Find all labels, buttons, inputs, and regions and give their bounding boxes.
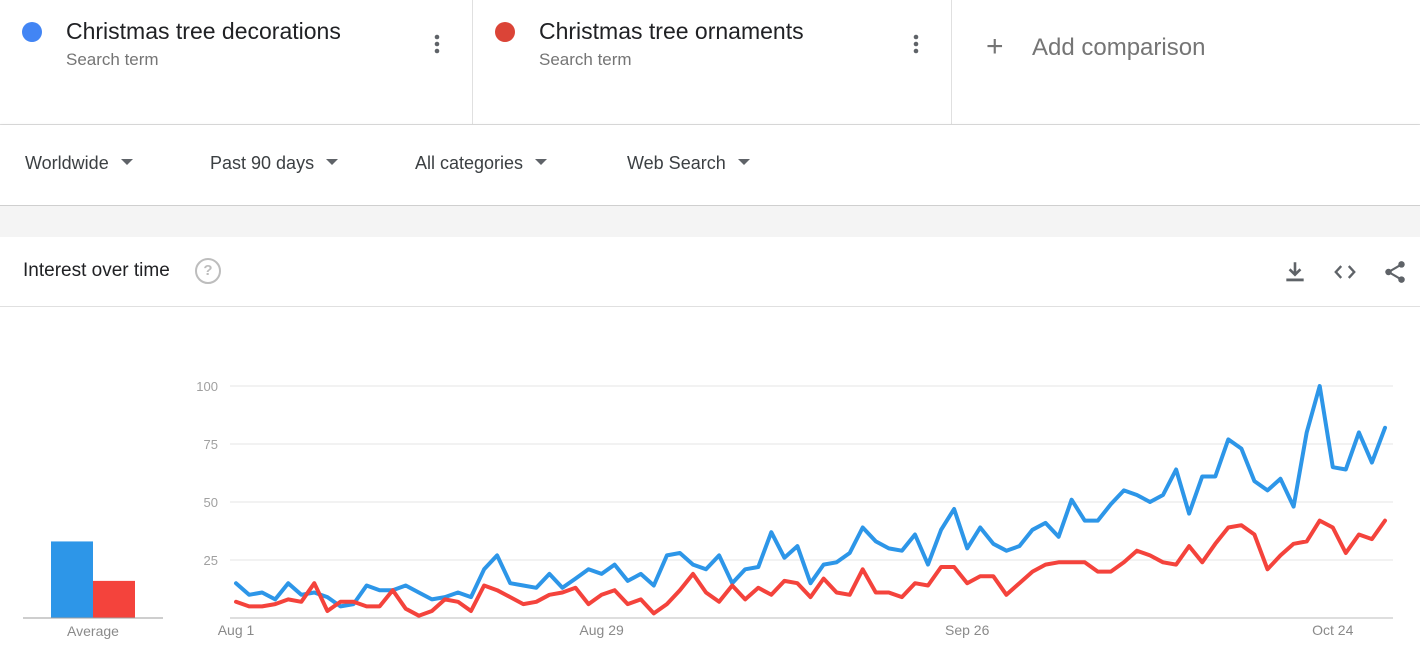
average-label: Average: [67, 623, 119, 639]
section-divider: [0, 206, 1420, 237]
category-dropdown[interactable]: All categories: [415, 153, 548, 174]
series-color-dot: [495, 22, 515, 42]
time-range-value: Past 90 days: [210, 153, 315, 173]
help-icon[interactable]: ?: [195, 258, 221, 284]
add-comparison-button[interactable]: + Add comparison: [952, 0, 1420, 124]
x-tick-label: Aug 1: [218, 622, 255, 638]
x-tick-label: Oct 24: [1312, 622, 1353, 638]
interest-over-time-header: Interest over time ?: [0, 237, 1420, 307]
term-card-decorations[interactable]: Christmas tree decorations Search term: [0, 0, 473, 124]
term-name[interactable]: Christmas tree decorations: [66, 18, 341, 44]
y-tick-label: 25: [204, 553, 218, 568]
search-property-dropdown[interactable]: Web Search: [627, 153, 750, 174]
series-color-dot: [22, 22, 42, 42]
series-line: [234, 384, 1387, 609]
dropdown-arrow-icon: [737, 159, 750, 166]
search-property-value: Web Search: [627, 153, 726, 173]
y-tick-label: 100: [196, 379, 218, 394]
interest-over-time-chart: 25 50 75 100 Aug 1 Aug 29 Sep 26 Oct 24 Averag…: [23, 379, 1393, 639]
dropdown-arrow-icon: [120, 159, 133, 166]
average-bars: Average: [23, 541, 163, 639]
comparison-terms-bar: Christmas tree decorations Search term C…: [0, 0, 1420, 125]
term-card-ornaments[interactable]: Christmas tree ornaments Search term: [473, 0, 952, 124]
average-bar: [51, 541, 93, 618]
series-line: [234, 518, 1387, 618]
time-range-dropdown[interactable]: Past 90 days: [210, 153, 339, 174]
card-title: Interest over time: [23, 260, 170, 281]
share-icon[interactable]: [1382, 259, 1408, 285]
x-axis-ticks: Aug 1 Aug 29 Sep 26 Oct 24: [218, 622, 1354, 638]
category-value: All categories: [415, 153, 524, 173]
dropdown-arrow-icon: [535, 159, 548, 166]
region-value: Worldwide: [25, 153, 109, 173]
more-vert-icon[interactable]: [907, 32, 925, 56]
region-dropdown[interactable]: Worldwide: [25, 153, 133, 174]
x-tick-label: Aug 29: [579, 622, 624, 638]
download-icon[interactable]: [1282, 259, 1308, 285]
y-axis-ticks: 25 50 75 100: [196, 379, 218, 568]
term-type: Search term: [66, 50, 159, 69]
plus-icon: +: [986, 30, 1004, 63]
add-comparison-label: Add comparison: [1032, 34, 1206, 61]
embed-code-icon[interactable]: [1332, 259, 1358, 285]
term-name[interactable]: Christmas tree ornaments: [539, 18, 804, 44]
term-type: Search term: [539, 50, 632, 69]
average-bar: [93, 580, 135, 618]
dropdown-arrow-icon: [326, 159, 339, 166]
y-tick-label: 75: [204, 437, 218, 452]
filter-bar: Worldwide Past 90 days All categories We…: [0, 125, 1420, 206]
y-tick-label: 50: [204, 495, 218, 510]
x-tick-label: Sep 26: [945, 622, 990, 638]
chart-lines: [234, 384, 1387, 618]
more-vert-icon[interactable]: [428, 32, 446, 56]
